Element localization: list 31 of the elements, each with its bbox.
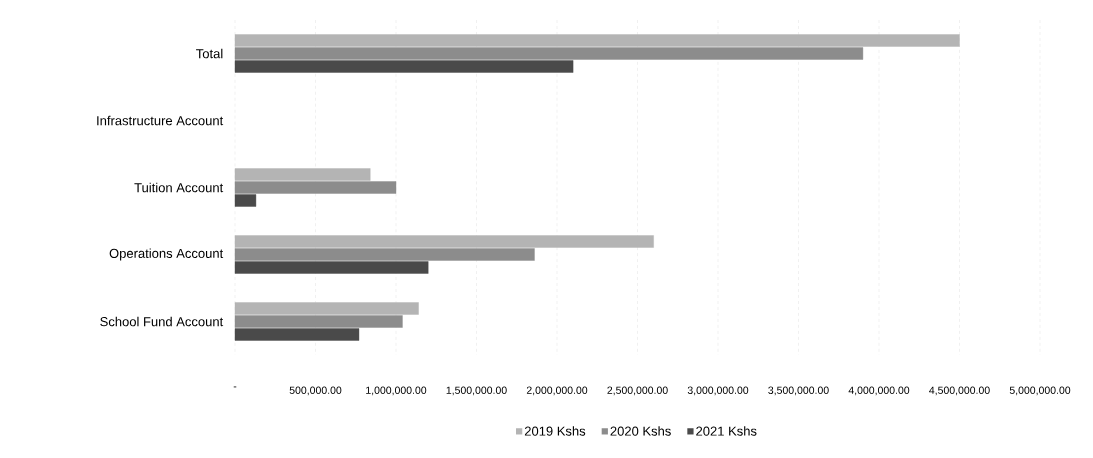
x-tick-label: 4,000,000.00 (848, 386, 910, 396)
bar (234, 34, 960, 47)
bar (234, 302, 419, 315)
x-tick-label: 3,000,000.00 (687, 386, 749, 396)
bar (234, 248, 535, 261)
x-tick-label: - (233, 386, 237, 388)
legend-label: 2021 Kshs (696, 426, 757, 436)
bar (234, 47, 864, 60)
x-tick-label: 1,000,000.00 (366, 386, 427, 396)
y-tick-label: Tuition Account (134, 182, 224, 193)
x-tick-label: 1,500,000.00 (446, 386, 507, 396)
bar (234, 328, 360, 341)
bar (234, 315, 403, 328)
y-tick-label: Total (196, 48, 223, 59)
x-tick-label: 5,000,000.00 (1009, 386, 1071, 396)
legend-label: 2019 Kshs (524, 426, 586, 436)
bar (234, 194, 257, 207)
x-tick-label: 4,500,000.00 (929, 386, 990, 396)
bar (234, 261, 429, 274)
bar (234, 168, 371, 181)
x-tick-label: 2,500,000.00 (607, 386, 668, 396)
x-tick-label: 2,000,000.00 (526, 386, 588, 396)
legend-label: 2020 Kshs (610, 426, 671, 436)
y-tick-label: Infrastructure Account (97, 115, 224, 126)
y-tick-label: School Fund Account (100, 316, 224, 327)
y-tick-label: Operations Account (109, 248, 224, 261)
bar (234, 235, 654, 248)
bar (234, 60, 574, 73)
x-tick-label: 3,500,000.00 (768, 386, 829, 396)
x-tick-label: 500,000.00 (289, 386, 342, 396)
bar (234, 181, 397, 194)
